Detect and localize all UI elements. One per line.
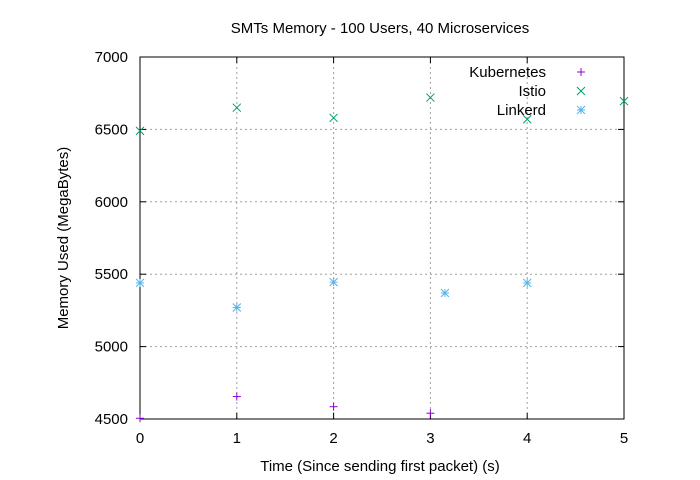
data-point-kubernetes bbox=[232, 392, 241, 401]
x-tick-label: 4 bbox=[523, 430, 531, 447]
x-tick-label: 2 bbox=[329, 430, 337, 447]
y-tick-label: 7000 bbox=[95, 49, 128, 66]
x-axis-label: Time (Since sending first packet) (s) bbox=[260, 458, 500, 475]
legend-label: Kubernetes bbox=[469, 64, 546, 81]
y-tick-label: 5000 bbox=[95, 339, 128, 356]
chart-title: SMTs Memory - 100 Users, 40 Microservice… bbox=[231, 20, 529, 37]
y-tick-label: 6500 bbox=[95, 121, 128, 138]
data-point-istio bbox=[426, 93, 435, 102]
x-tick-label: 1 bbox=[233, 430, 241, 447]
plot-frame bbox=[139, 56, 625, 420]
data-point-linkerd bbox=[522, 278, 532, 288]
data-point-istio bbox=[232, 103, 242, 113]
data-point-kubernetes bbox=[329, 402, 338, 411]
y-tick-label: 5500 bbox=[95, 266, 128, 283]
x-tick-label: 3 bbox=[426, 430, 434, 447]
data-point-kubernetes bbox=[426, 409, 435, 418]
axis-ticks: 0 1 2 3 4 5 4500 5000 5500 6000 6500 7000 bbox=[95, 49, 629, 447]
legend-marker-kubernetes bbox=[577, 68, 585, 76]
x-tick-label: 5 bbox=[620, 430, 628, 447]
data-point-istio bbox=[522, 114, 532, 124]
y-tick-label: 4500 bbox=[95, 411, 128, 428]
data-point-kubernetes bbox=[136, 414, 144, 423]
data-point-linkerd bbox=[440, 288, 450, 298]
data-points bbox=[135, 93, 629, 423]
grid bbox=[140, 57, 624, 419]
data-point-linkerd bbox=[232, 303, 242, 312]
data-point-linkerd bbox=[329, 277, 338, 287]
legend-marker-linkerd bbox=[576, 105, 586, 115]
data-point-istio bbox=[329, 113, 338, 123]
legend: Kubernetes Istio Linkerd bbox=[469, 64, 586, 119]
data-point-linkerd bbox=[135, 278, 145, 288]
x-tick-label: 0 bbox=[136, 430, 144, 447]
data-point-istio bbox=[135, 126, 145, 136]
legend-label: Istio bbox=[518, 83, 546, 100]
y-axis-label: Memory Used (MegaBytes) bbox=[55, 147, 72, 330]
legend-label: Linkerd bbox=[497, 102, 546, 119]
y-tick-label: 6000 bbox=[95, 194, 128, 211]
legend-marker-istio bbox=[576, 86, 586, 96]
data-point-istio bbox=[619, 96, 629, 106]
